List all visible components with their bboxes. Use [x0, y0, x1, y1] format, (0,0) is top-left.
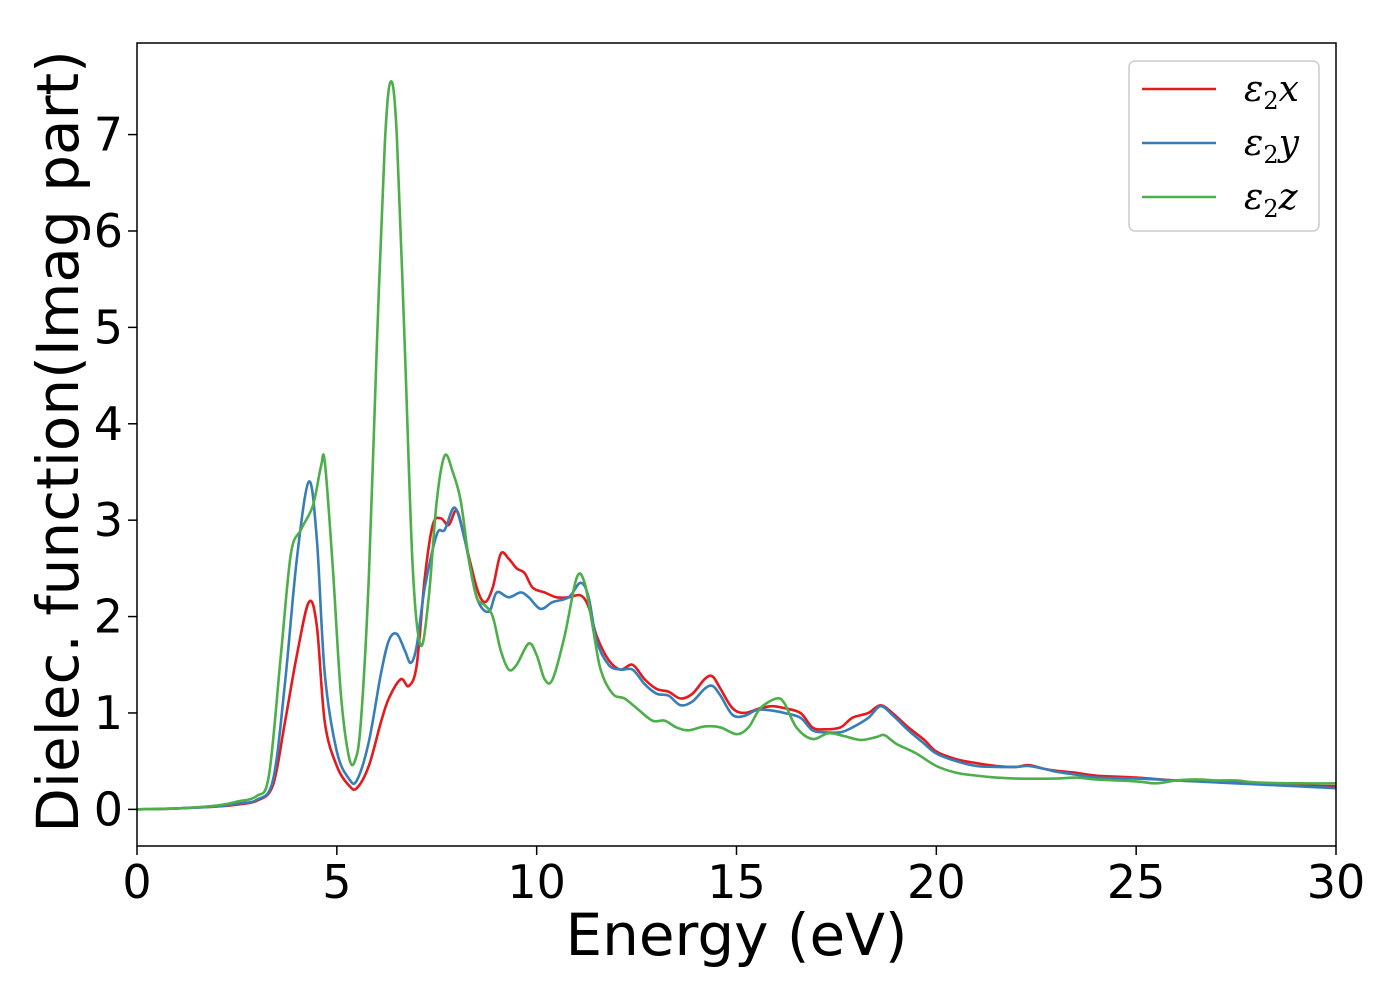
series-line-z: [136, 80, 1337, 811]
x-tick-label: 0: [122, 855, 151, 909]
y-tick-label: 4: [94, 397, 123, 451]
axis-ticks: 0 5 10 15 20 25 30 0 1 2 3 4 5 6 7: [94, 108, 1366, 909]
y-tick-label: 7: [94, 108, 123, 162]
legend-label-z: ε2z: [1244, 177, 1299, 223]
series-line-x: [136, 509, 1337, 811]
legend-box: [1128, 60, 1320, 232]
y-axis-label: Dielec. function(Imag part): [24, 50, 92, 833]
x-tick-label: 25: [1107, 855, 1166, 909]
x-tick-label: 30: [1307, 855, 1366, 909]
x-tick-label: 20: [907, 855, 966, 909]
series-line-y: [136, 480, 1337, 811]
x-tick-label: 15: [707, 855, 766, 909]
y-tick-label: 0: [94, 782, 123, 836]
series-lines: [136, 80, 1337, 811]
y-tick-label: 6: [94, 204, 123, 258]
x-axis-label: Energy (eV): [565, 901, 907, 969]
x-tick-label: 5: [322, 855, 351, 909]
x-tick-label: 10: [507, 855, 566, 909]
legend-label-y: ε2y: [1244, 123, 1300, 169]
y-tick-label: 3: [94, 493, 123, 547]
y-tick-label: 1: [94, 686, 123, 740]
legend: ε2x ε2y ε2z: [1128, 60, 1320, 232]
y-tick-label: 2: [94, 590, 123, 644]
y-tick-label: 5: [94, 300, 123, 354]
legend-label-x: ε2x: [1244, 69, 1299, 115]
